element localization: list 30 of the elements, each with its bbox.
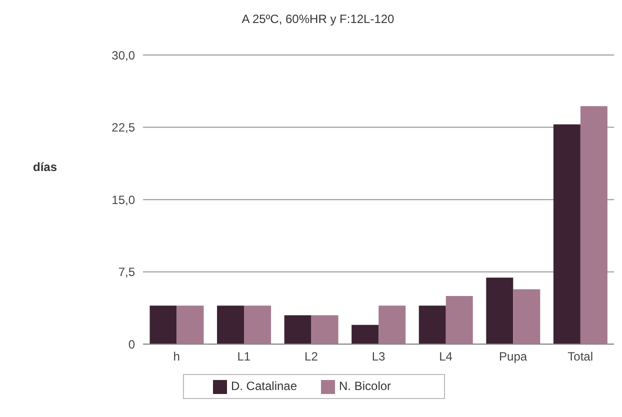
y-tick-label: 22,5 [112,120,136,135]
bar [284,315,312,344]
bar [580,106,608,344]
y-tick-label: 30,0 [112,48,136,62]
x-tick-label: L2 [304,350,318,364]
bar [150,306,177,344]
bar [446,296,473,344]
x-tick-label: Total [568,350,594,364]
x-tick-label: Pupa [499,350,528,364]
bar [311,315,338,344]
x-tick-label: L4 [439,350,453,364]
bar [553,124,580,344]
bar [176,306,204,344]
bar [217,306,244,344]
chart-title: A 25ºC, 60%HR y F:12L-120 [240,12,396,26]
bar [418,306,446,344]
bar [244,306,272,344]
x-tick-label: L3 [372,350,386,364]
legend-label: N. Bicolor [339,379,392,394]
bar [486,278,514,344]
bar [352,324,379,344]
y-axis-title: días [33,160,58,174]
x-tick-label: L1 [237,350,251,364]
bar [513,289,540,344]
x-tick-label: h [173,350,180,364]
y-tick-label: 7,5 [118,265,136,280]
y-tick-label: 0 [128,337,136,352]
y-tick-label: 15,0 [112,192,136,207]
bar [378,306,406,344]
legend-label: D. Catalinae [230,379,298,394]
